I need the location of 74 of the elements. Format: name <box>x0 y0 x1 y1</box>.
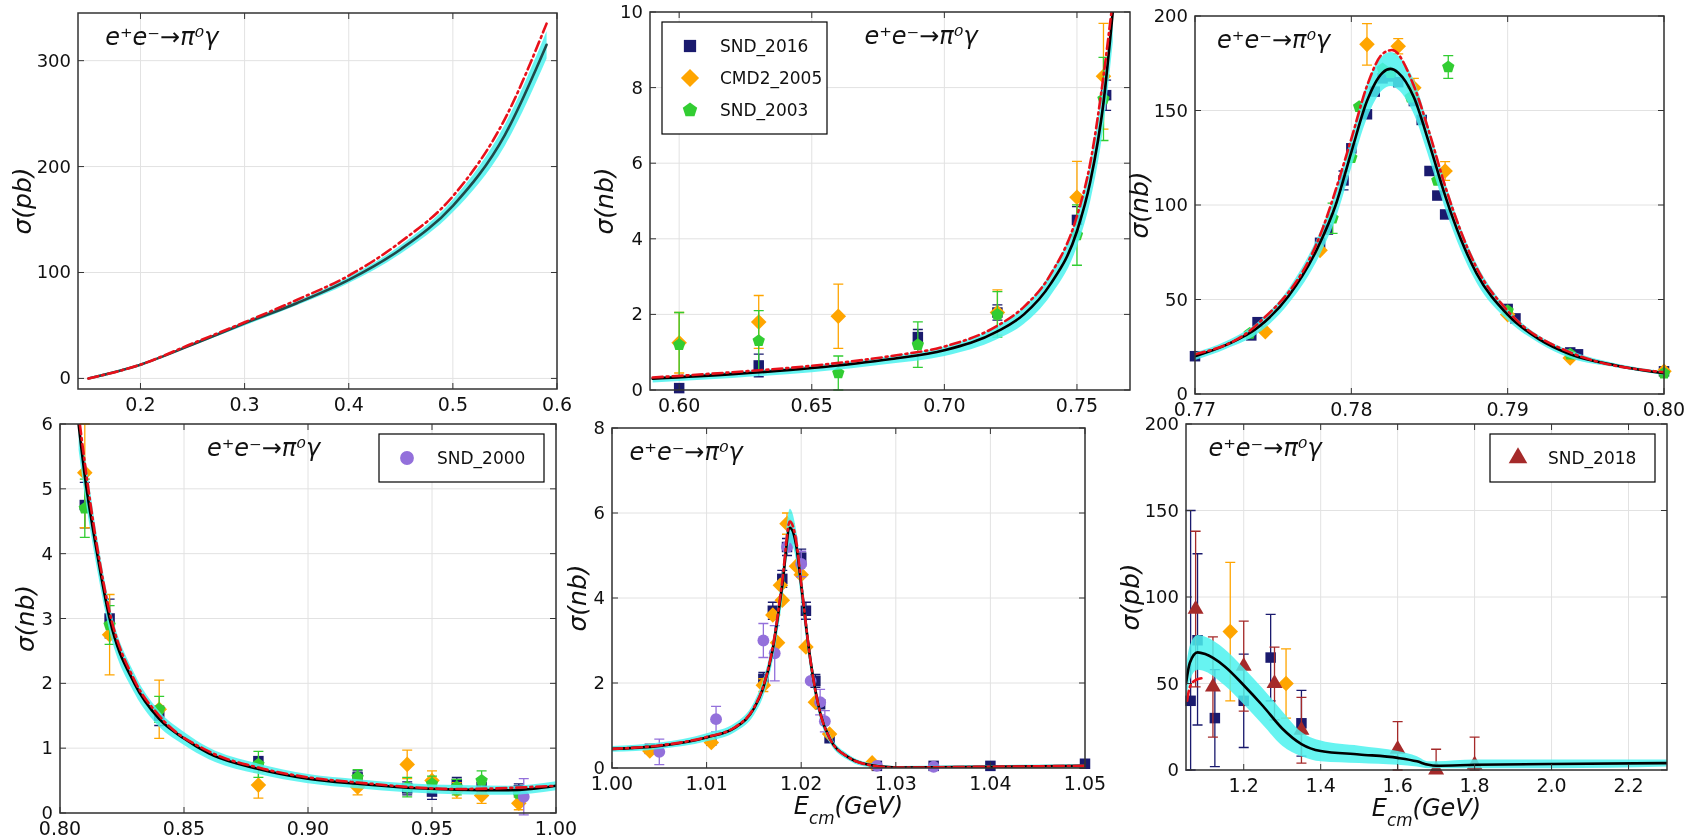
y-axis-title: σ(nb) <box>10 584 40 653</box>
x-tick-label: 0.5 <box>437 393 468 415</box>
x-tick-label: 1.00 <box>534 817 578 836</box>
x-tick-label: 0.70 <box>923 394 966 416</box>
x-tick-label: 0.4 <box>333 393 364 415</box>
y-tick-label: 6 <box>41 413 53 434</box>
chart-title: e⁺e⁻→π⁰γ <box>864 22 980 50</box>
y-tick-label: 4 <box>631 227 643 249</box>
y-tick-label: 2 <box>631 303 643 325</box>
legend-label: SND_2000 <box>437 448 526 469</box>
y-axis-title: σ(nb) <box>1124 171 1154 239</box>
y-tick-label: 50 <box>1156 672 1179 694</box>
y-axis-title: σ(nb) <box>562 564 592 632</box>
y-tick-label: 8 <box>593 417 605 438</box>
y-tick-label: 0 <box>59 367 71 389</box>
y-tick-label: 100 <box>1144 586 1179 607</box>
x-tick-label: 1.01 <box>685 772 728 794</box>
y-tick-label: 0 <box>1167 759 1179 780</box>
x-tick-label: 0.75 <box>1055 394 1099 416</box>
y-tick-label: 8 <box>631 76 643 98</box>
legend-label: SND_2003 <box>720 100 809 121</box>
y-axis-title: σ(pb) <box>1115 563 1145 631</box>
x-tick-label: 1.8 <box>1459 774 1490 796</box>
chart-title: e⁺e⁻→π⁰γ <box>629 438 745 466</box>
x-axis-title: E$_{cm}$(GeV) <box>793 792 904 828</box>
chart-title: e⁺e⁻→π⁰γ <box>1217 26 1333 54</box>
y-tick-label: 6 <box>631 152 643 174</box>
x-tick-label: 1.4 <box>1305 774 1336 796</box>
y-tick-label: 5 <box>41 477 53 499</box>
y-tick-label: 2 <box>41 672 53 694</box>
x-tick-label: 0.3 <box>229 393 260 415</box>
x-tick-label: 0.78 <box>1330 398 1373 420</box>
text: e⁺e⁻→π⁰γ <box>206 434 322 462</box>
y-tick-label: 100 <box>1153 194 1188 215</box>
y-tick-label: 4 <box>41 542 53 564</box>
y-tick-label: 3 <box>41 607 53 629</box>
y-tick-label: 150 <box>1153 99 1188 121</box>
y-tick-label: 200 <box>36 155 71 177</box>
y-tick-label: 1 <box>41 737 53 759</box>
x-tick-label: 0.6 <box>541 393 573 415</box>
legend-label: SND_2016 <box>720 36 809 57</box>
x-tick-label: 1.02 <box>780 772 823 794</box>
legend-label: SND_2018 <box>1548 448 1637 469</box>
text: e⁺e⁻→π⁰γ <box>1208 434 1324 462</box>
x-tick-label: 2.0 <box>1536 774 1567 796</box>
x-tick-label: 1.04 <box>969 772 1012 794</box>
y-tick-label: 200 <box>1153 5 1188 26</box>
x-tick-label: 0.80 <box>1642 398 1686 420</box>
y-axis-title: σ(pb) <box>7 167 37 235</box>
legend-label: CMD2_2005 <box>720 68 823 89</box>
y-tick-label: 0 <box>631 379 643 400</box>
x-tick-label: 1.05 <box>1063 772 1107 794</box>
y-tick-label: 300 <box>36 49 71 71</box>
x-tick-label: 0.95 <box>410 817 454 836</box>
x-tick-label: 0.2 <box>125 393 156 415</box>
y-tick-label: 2 <box>593 672 605 693</box>
y-tick-label: 150 <box>1144 499 1179 521</box>
x-axis-title: E$_{cm}$(GeV) <box>1371 794 1482 830</box>
y-tick-label: 6 <box>593 502 605 523</box>
y-axis-title: σ(nb) <box>590 167 619 235</box>
x-tick-label: 0.65 <box>790 394 833 416</box>
y-tick-label: 100 <box>36 261 71 283</box>
y-tick-label: 50 <box>1165 288 1188 310</box>
x-tick-label: 0.90 <box>286 817 330 836</box>
x-tick-label: 1.03 <box>874 772 917 794</box>
y-tick-label: 4 <box>593 587 605 608</box>
x-tick-label: 0.60 <box>658 394 701 416</box>
x-tick-label: 1.6 <box>1382 774 1413 796</box>
x-tick-label: 0.85 <box>162 817 206 836</box>
y-tick-label: 10 <box>620 1 643 22</box>
x-tick-label: 1.2 <box>1228 774 1259 796</box>
x-tick-label: 2.2 <box>1613 774 1644 796</box>
x-tick-label: 0.79 <box>1486 398 1529 420</box>
text: e⁺e⁻→π⁰γ <box>105 23 221 51</box>
